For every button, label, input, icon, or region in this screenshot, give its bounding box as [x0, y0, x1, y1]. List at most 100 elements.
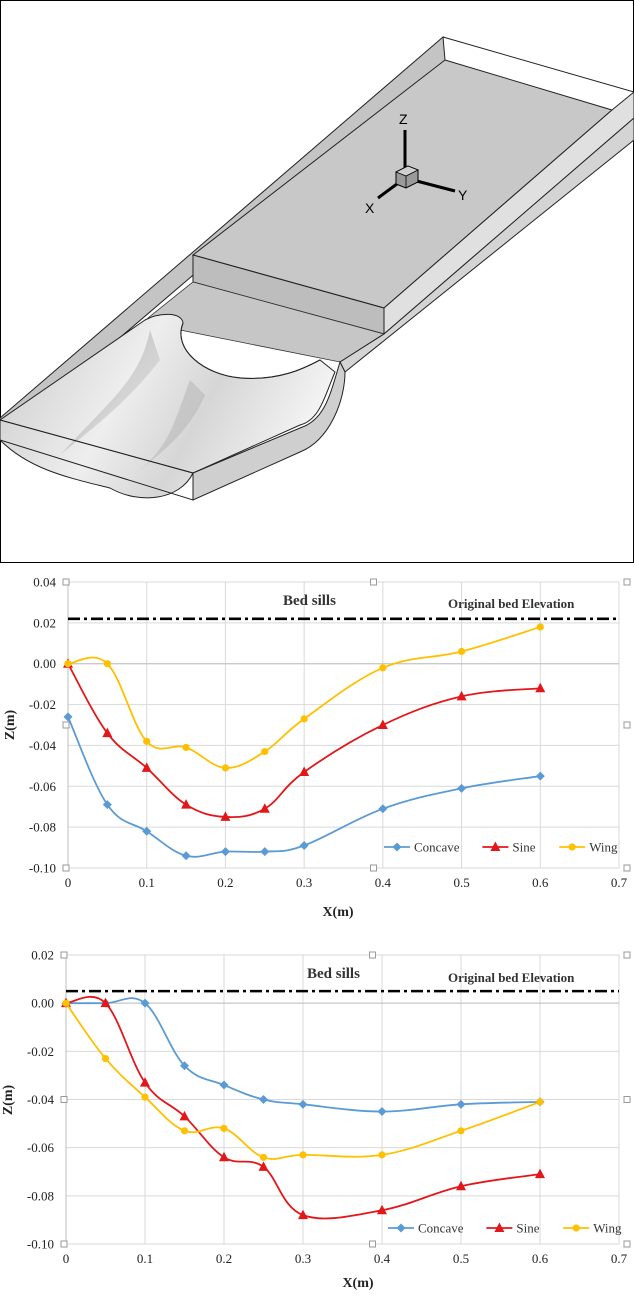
plot-area [67, 581, 620, 869]
near-wall-lower [192, 360, 346, 501]
annotation-original-bed: Original bed Elevation [448, 596, 575, 611]
frame-handle [370, 578, 377, 586]
x-tick-label: 0.7 [611, 875, 628, 890]
annotation-bed-sills: Bed sills [307, 966, 360, 982]
data-point-concave [299, 841, 309, 851]
data-point-concave [63, 712, 73, 722]
data-point-wing [536, 623, 544, 631]
x-tick-label: 0.3 [296, 875, 312, 890]
legend-label-sine: Sine [516, 1221, 539, 1236]
data-point-concave [456, 1099, 466, 1109]
series-line-wing [67, 626, 541, 769]
data-point-wing [457, 647, 466, 656]
series-line-concave [67, 716, 541, 858]
data-point-wing [62, 999, 70, 1007]
data-point-wing [379, 664, 387, 672]
data-point-concave [259, 1095, 268, 1104]
legend: Concave Sine Wing [388, 1221, 622, 1236]
data-point-sine [181, 799, 192, 809]
data-point-sine [220, 811, 231, 821]
data-point-concave [260, 847, 270, 857]
x-tick-label: 0.1 [137, 1251, 153, 1266]
x-axis-title: X(m) [342, 1276, 373, 1291]
data-point-wing [299, 1151, 307, 1159]
x-tick-label: 0.3 [295, 1251, 311, 1266]
near-wall-lower-face [339, 117, 634, 373]
data-point-concave [220, 847, 230, 857]
data-point-wing [221, 764, 230, 772]
series-line-sine [67, 663, 541, 819]
data-point-sine [377, 719, 388, 729]
x-tick-label: 0.2 [216, 1251, 232, 1266]
data-point-wing [180, 1127, 189, 1135]
y-axis-title: Z(m) [1, 1085, 16, 1116]
data-point-concave [142, 826, 152, 836]
data-point-concave [180, 1061, 189, 1071]
legend-label-sine: Sine [512, 840, 535, 855]
frame-handle [369, 1240, 376, 1248]
chart-top: 0 0.1 0.2 0.3 0.4 0.5 0.6 0.7 0.04 0.02 0.00 -0.02 -… [3, 575, 631, 920]
y-tick-label: 0.00 [33, 656, 56, 671]
data-point-wing [536, 1098, 544, 1106]
scour-ridge-2 [140, 380, 205, 470]
data-point-concave [377, 1107, 387, 1117]
series-line-sine [65, 995, 541, 1220]
data-point-sine [377, 1204, 387, 1215]
data-point-wing [141, 1093, 149, 1101]
data-point-wing [143, 737, 151, 745]
series-group [63, 623, 546, 861]
y-tick-label: -0.10 [27, 1237, 54, 1252]
data-point-concave [219, 1080, 229, 1090]
y-tick-label: -0.06 [27, 1140, 55, 1155]
legend-label-wing: Wing [593, 1221, 622, 1236]
legend-marker-concave [392, 842, 402, 852]
data-point-wing [300, 715, 308, 723]
series-line-wing [65, 1002, 541, 1160]
y-tick-label: 0.02 [31, 948, 54, 963]
data-point-concave [378, 804, 388, 814]
data-point-sine [258, 1161, 269, 1171]
frame-handle [623, 1096, 631, 1103]
axes [62, 578, 631, 872]
x-tick-label: 0.4 [374, 1251, 391, 1266]
data-point-sine [100, 997, 111, 1008]
data-point-concave [102, 800, 112, 810]
frame-handle [62, 864, 70, 872]
frame-handle [62, 578, 70, 586]
frame-handle [623, 864, 631, 872]
axis-triad: Z Y X [365, 111, 468, 216]
x-tick-label: 0.5 [453, 1251, 469, 1266]
frame-handle [623, 578, 631, 586]
data-point-wing [101, 1054, 110, 1063]
legend-marker-wing [568, 843, 576, 851]
data-point-sine [140, 1077, 150, 1087]
y-tick-label: -0.08 [27, 1188, 54, 1203]
legend-marker-sine [490, 841, 501, 851]
data-point-concave [457, 783, 467, 793]
data-point-wing [103, 660, 111, 668]
tick-labels: 0 0.1 0.2 0.3 0.4 0.5 0.6 0.7 0.02 0.00 -0.02 -0.04… [27, 948, 628, 1267]
data-point-sine [535, 1168, 545, 1179]
legend-label-concave: Concave [414, 840, 460, 855]
data-point-sine [298, 1209, 308, 1220]
downstream-bed [147, 281, 385, 363]
legend-marker-sine [494, 1222, 505, 1232]
y-tick-label: -0.02 [29, 697, 56, 712]
y-tick-label: -0.04 [27, 1092, 55, 1107]
x-tick-label: 0.6 [532, 1251, 549, 1266]
near-wall-top-edge [0, 419, 194, 474]
legend-label-concave: Concave [418, 1221, 464, 1236]
data-point-wing [182, 743, 190, 752]
y-tick-label: 0.00 [31, 996, 54, 1011]
chart-bottom: 0 0.1 0.2 0.3 0.4 0.5 0.6 0.7 0.02 0.00 -0.02 -0.04… [1, 948, 631, 1291]
data-point-wing [261, 747, 269, 756]
series-line-concave [66, 997, 541, 1113]
x-tick-label: 0.5 [453, 875, 469, 890]
frame-handle [370, 864, 377, 872]
legend-marker-concave [396, 1223, 406, 1233]
data-point-sine [102, 727, 113, 738]
x-tick-label: 0.7 [611, 1251, 628, 1266]
annotation-bed-sills: Bed sills [283, 593, 336, 609]
legend-label-wing: Wing [589, 840, 618, 855]
frame-handle [623, 1240, 631, 1248]
